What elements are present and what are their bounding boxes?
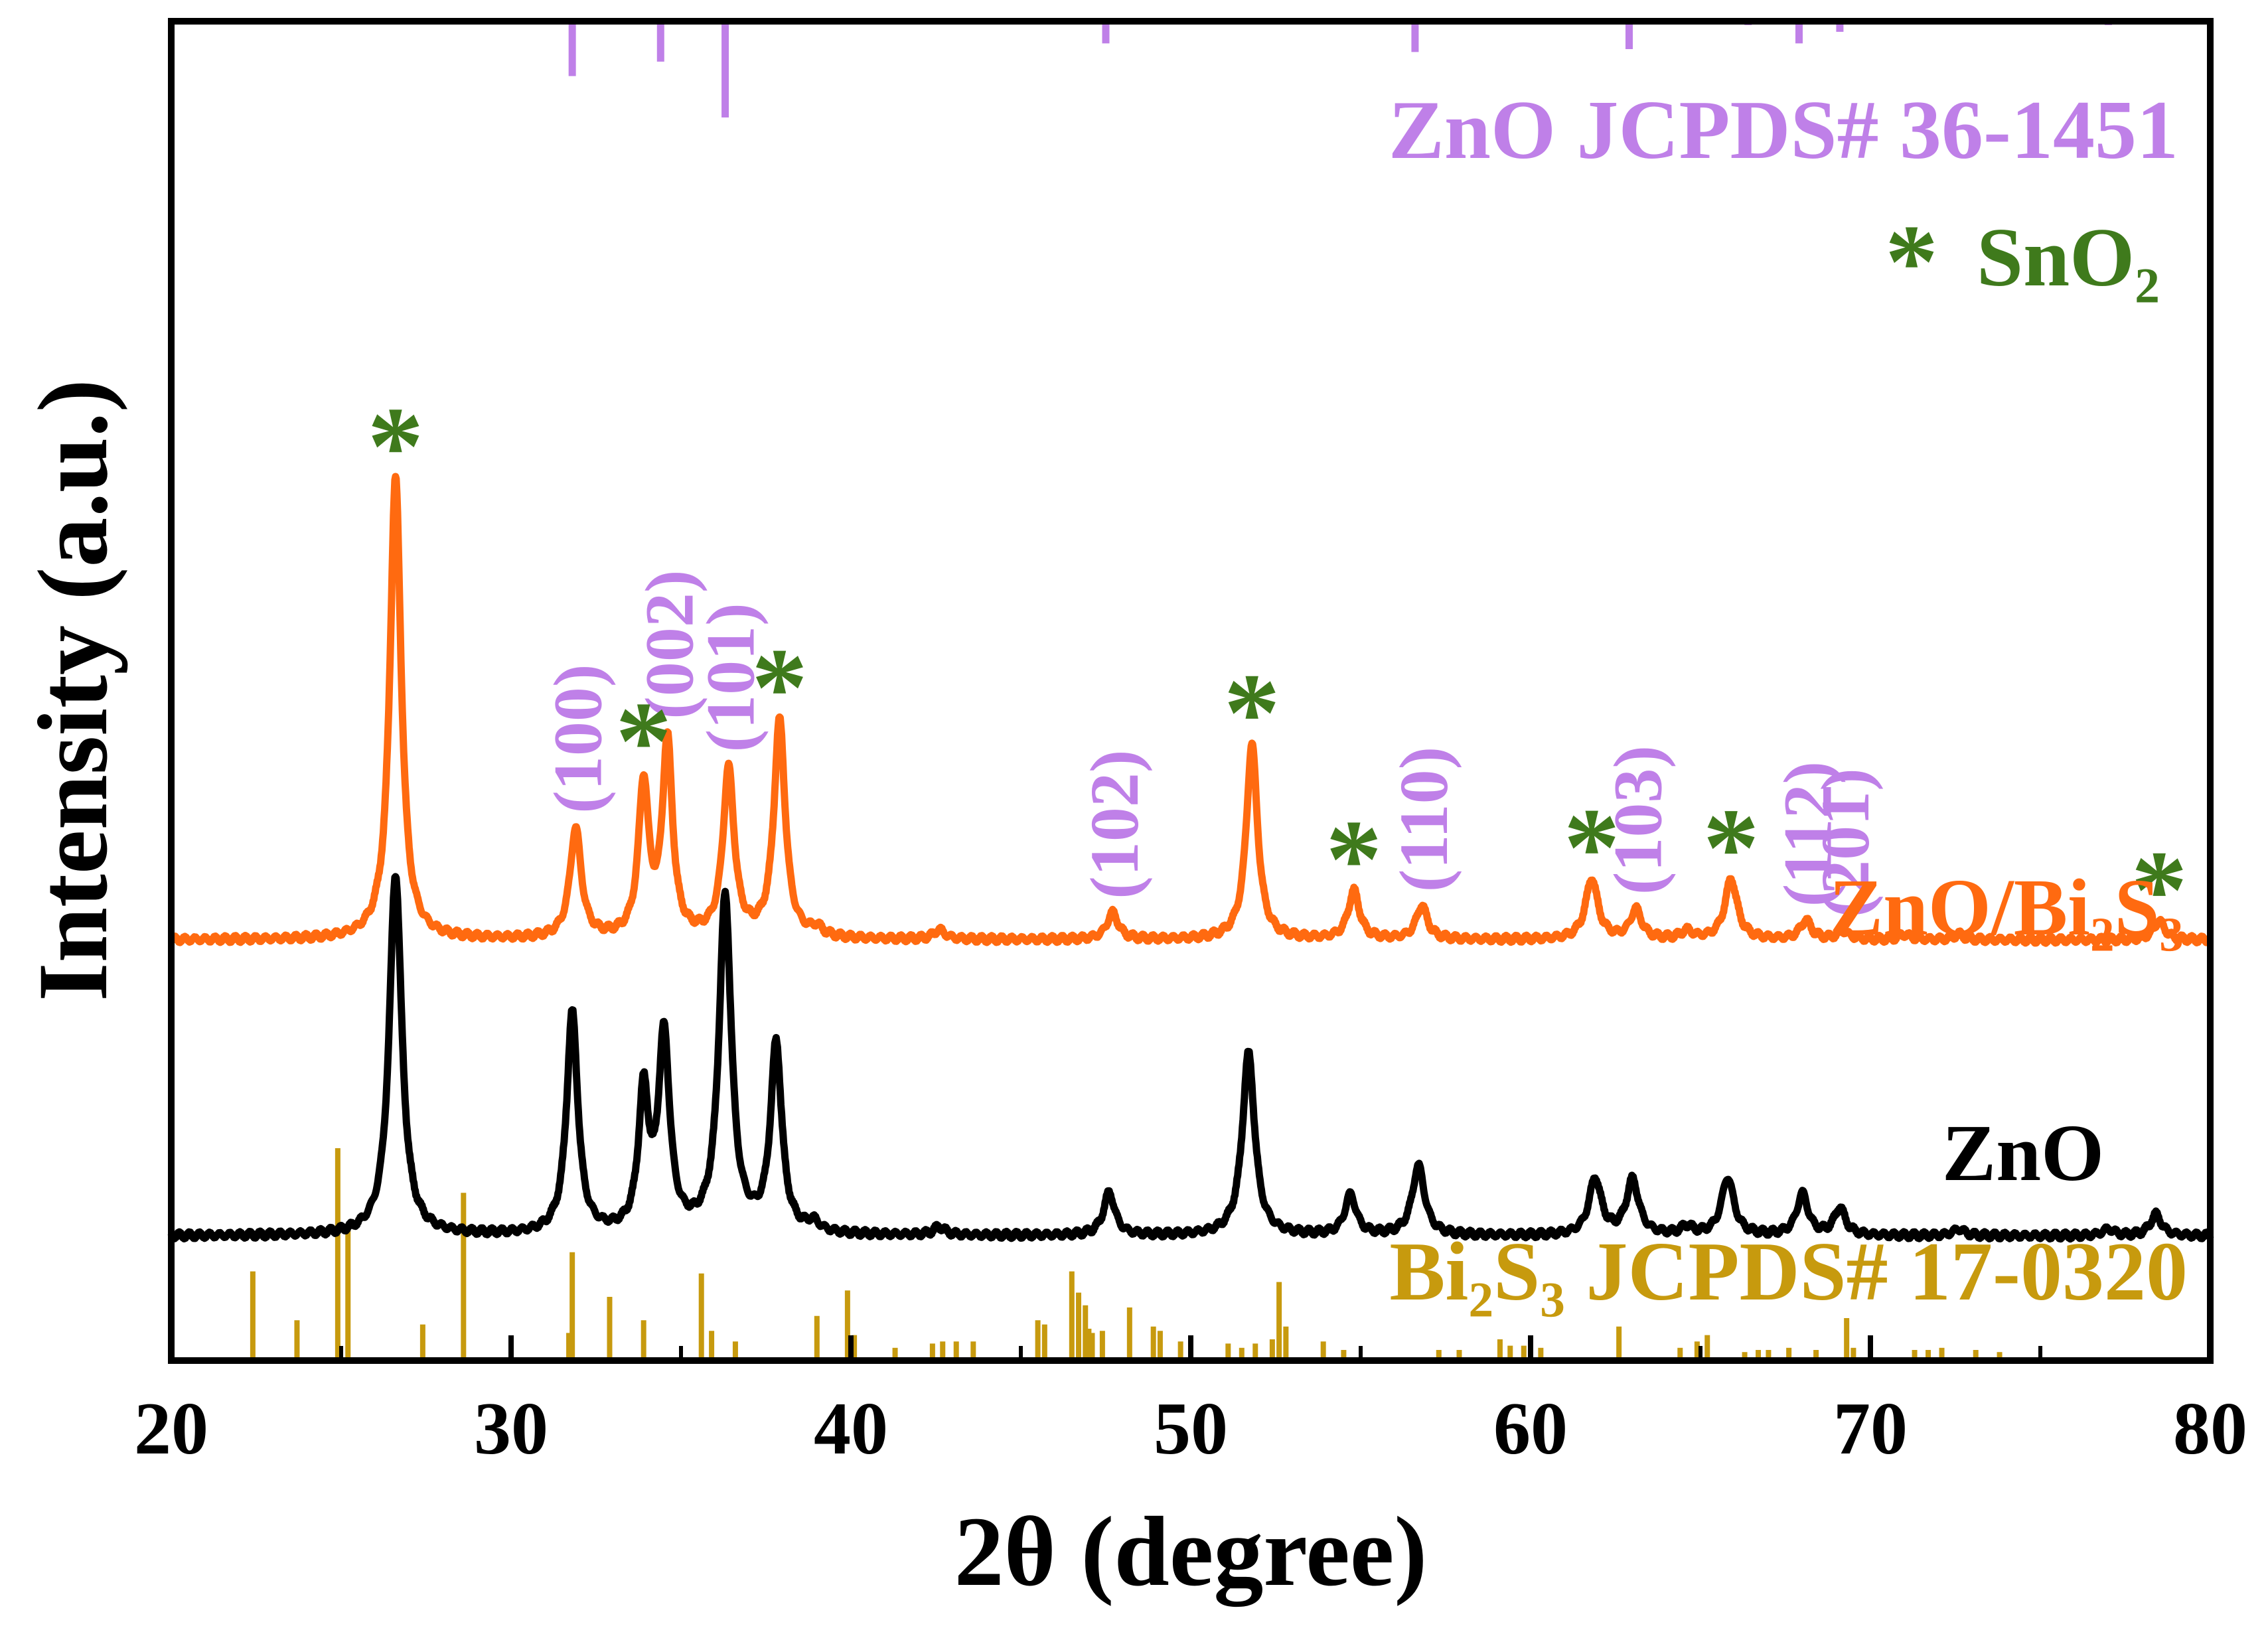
bi2s3-ref-legend-label: Bi₂S₃ JCPDS# 17-0320: [1389, 1226, 2188, 1318]
sno2-marker: *: [2131, 828, 2188, 952]
x-axis-label: 2θ (degree): [954, 1497, 1428, 1607]
sno2-marker: *: [1703, 785, 1760, 910]
miller-index-label: (002): [632, 569, 708, 719]
miller-index-label: (101): [693, 603, 769, 752]
sno2-marker: *: [751, 625, 808, 750]
y-axis-label: Intensity (a.u.): [18, 379, 128, 1002]
x-tick-label-70: 70: [1833, 1388, 1908, 1470]
sno2-marker: *: [1224, 650, 1280, 775]
x-axis-ticks: 20 30 40 50 60 70 80: [134, 1335, 2247, 1470]
sno2-marker: *: [1564, 785, 1620, 910]
miller-index-label: (201): [1807, 768, 1884, 917]
zno-series-label: ZnO: [1942, 1108, 2104, 1198]
x-tick-label-50: 50: [1154, 1388, 1228, 1470]
sno2-legend-marker: *: [1885, 202, 1938, 321]
composite-series-label: ZnO/Bi₂S₃: [1829, 863, 2184, 952]
zno-ref-legend-label: ZnO JCPDS# 36-1451: [1389, 84, 2178, 177]
miller-index-label: (110): [1386, 747, 1462, 893]
composite-series-line: [168, 473, 2214, 947]
series-layer: [167, 473, 2214, 1243]
x-tick-label-30: 30: [474, 1388, 548, 1470]
x-tick-label-80: 80: [2173, 1388, 2247, 1470]
x-tick-label-20: 20: [134, 1388, 208, 1470]
x-tick-label-60: 60: [1493, 1388, 1568, 1470]
miller-index-label: (100): [540, 664, 616, 814]
sno2-legend-label: SnO₂: [1977, 212, 2160, 304]
sno2-marker: *: [615, 678, 672, 803]
annotation-layer: (100)(002)(101) (102) (110) (103) (112)(201)…: [367, 384, 2187, 952]
sno2-marker: *: [1325, 797, 1382, 922]
miller-index-label: (103): [1600, 745, 1677, 895]
miller-index-label: (112): [1770, 761, 1847, 907]
zno-series-line: [167, 873, 2214, 1243]
miller-index-label: (102): [1077, 749, 1153, 899]
x-tick-label-40: 40: [814, 1388, 888, 1470]
sno2-marker: *: [367, 384, 423, 508]
